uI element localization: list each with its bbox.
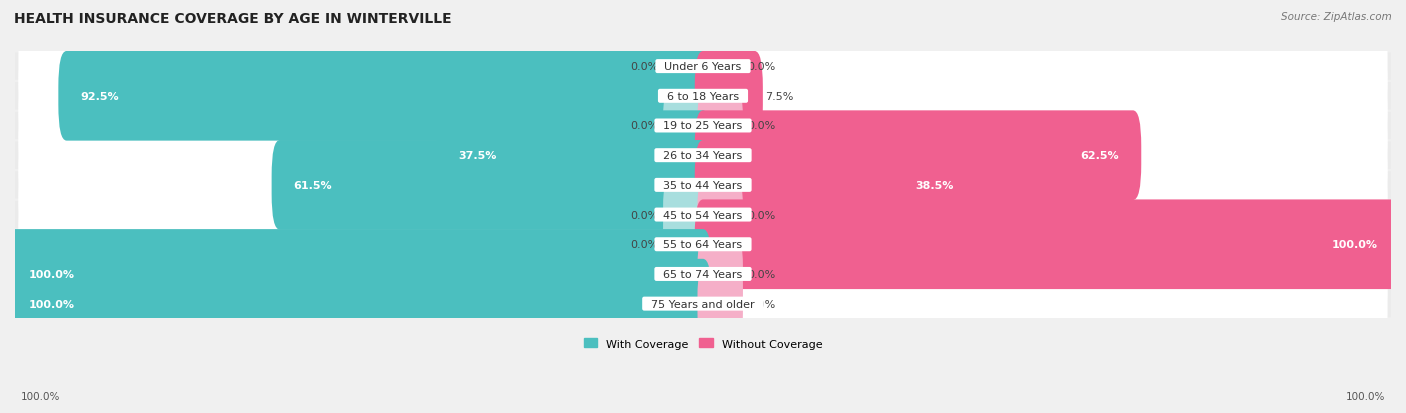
Text: 0.0%: 0.0% (748, 210, 776, 220)
Text: Under 6 Years: Under 6 Years (658, 62, 748, 72)
FancyBboxPatch shape (15, 142, 1391, 169)
Text: 100.0%: 100.0% (28, 269, 75, 279)
Text: 92.5%: 92.5% (80, 92, 120, 102)
FancyBboxPatch shape (15, 261, 1391, 288)
FancyBboxPatch shape (697, 242, 742, 307)
Text: 6 to 18 Years: 6 to 18 Years (659, 92, 747, 102)
FancyBboxPatch shape (7, 259, 711, 349)
FancyBboxPatch shape (15, 172, 1391, 199)
Text: 0.0%: 0.0% (748, 62, 776, 72)
Text: 65 to 74 Years: 65 to 74 Years (657, 269, 749, 279)
FancyBboxPatch shape (695, 52, 763, 141)
Text: 0.0%: 0.0% (748, 121, 776, 131)
Text: 37.5%: 37.5% (458, 151, 498, 161)
Legend: With Coverage, Without Coverage: With Coverage, Without Coverage (579, 334, 827, 353)
Text: 0.0%: 0.0% (630, 121, 658, 131)
Text: 38.5%: 38.5% (915, 180, 955, 190)
FancyBboxPatch shape (18, 100, 1388, 211)
Text: 61.5%: 61.5% (294, 180, 332, 190)
FancyBboxPatch shape (18, 71, 1388, 182)
Text: 100.0%: 100.0% (1346, 391, 1385, 401)
FancyBboxPatch shape (58, 52, 711, 141)
Text: 100.0%: 100.0% (1331, 240, 1378, 249)
FancyBboxPatch shape (695, 111, 1142, 201)
Text: Source: ZipAtlas.com: Source: ZipAtlas.com (1281, 12, 1392, 22)
FancyBboxPatch shape (18, 218, 1388, 330)
FancyBboxPatch shape (697, 271, 742, 337)
FancyBboxPatch shape (664, 212, 709, 278)
FancyBboxPatch shape (18, 248, 1388, 360)
FancyBboxPatch shape (15, 53, 1391, 81)
Text: 0.0%: 0.0% (630, 240, 658, 249)
Text: 35 to 44 Years: 35 to 44 Years (657, 180, 749, 190)
Text: 0.0%: 0.0% (748, 299, 776, 309)
Text: 62.5%: 62.5% (1081, 151, 1119, 161)
FancyBboxPatch shape (18, 159, 1388, 271)
FancyBboxPatch shape (18, 189, 1388, 300)
Text: 45 to 54 Years: 45 to 54 Years (657, 210, 749, 220)
Text: 19 to 25 Years: 19 to 25 Years (657, 121, 749, 131)
FancyBboxPatch shape (697, 182, 742, 248)
Text: 100.0%: 100.0% (28, 299, 75, 309)
Text: 0.0%: 0.0% (630, 62, 658, 72)
Text: 75 Years and older: 75 Years and older (644, 299, 762, 309)
FancyBboxPatch shape (15, 290, 1391, 318)
FancyBboxPatch shape (664, 182, 709, 248)
FancyBboxPatch shape (18, 41, 1388, 152)
FancyBboxPatch shape (437, 111, 711, 201)
FancyBboxPatch shape (697, 93, 742, 159)
Text: 55 to 64 Years: 55 to 64 Years (657, 240, 749, 249)
FancyBboxPatch shape (271, 141, 711, 230)
FancyBboxPatch shape (15, 83, 1391, 110)
Text: 100.0%: 100.0% (21, 391, 60, 401)
FancyBboxPatch shape (695, 141, 976, 230)
Text: 0.0%: 0.0% (748, 269, 776, 279)
FancyBboxPatch shape (18, 11, 1388, 123)
Text: HEALTH INSURANCE COVERAGE BY AGE IN WINTERVILLE: HEALTH INSURANCE COVERAGE BY AGE IN WINT… (14, 12, 451, 26)
FancyBboxPatch shape (695, 200, 1399, 290)
FancyBboxPatch shape (664, 34, 709, 100)
FancyBboxPatch shape (664, 93, 709, 159)
Text: 26 to 34 Years: 26 to 34 Years (657, 151, 749, 161)
FancyBboxPatch shape (697, 34, 742, 100)
FancyBboxPatch shape (15, 113, 1391, 140)
FancyBboxPatch shape (15, 231, 1391, 258)
FancyBboxPatch shape (7, 230, 711, 319)
Text: 0.0%: 0.0% (630, 210, 658, 220)
Text: 7.5%: 7.5% (765, 92, 793, 102)
FancyBboxPatch shape (18, 130, 1388, 241)
FancyBboxPatch shape (15, 202, 1391, 229)
